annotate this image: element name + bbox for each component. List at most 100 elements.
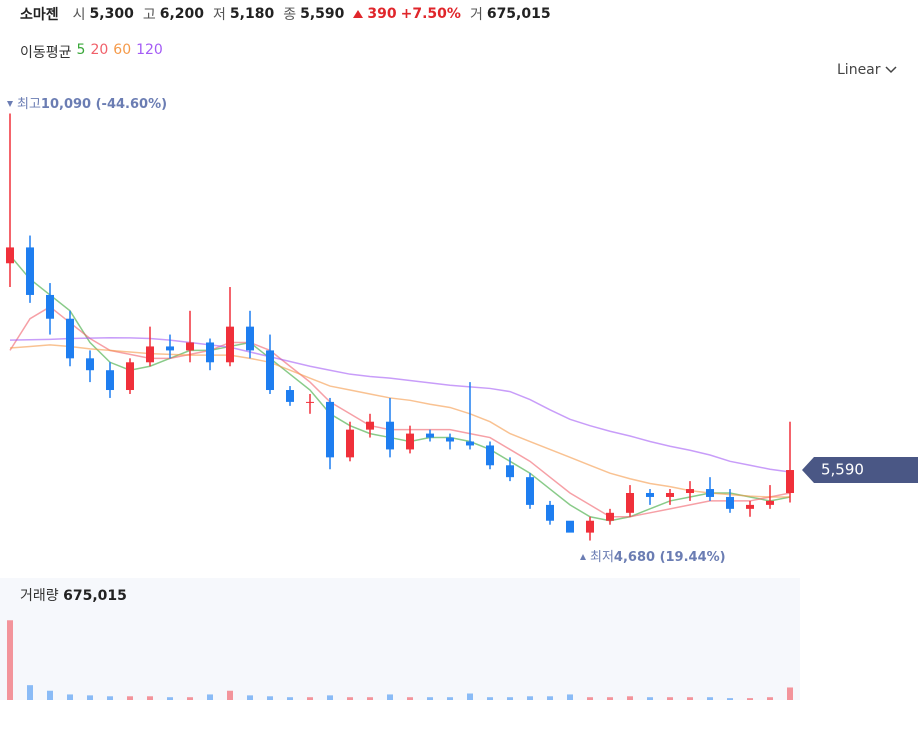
chevron — [885, 66, 897, 74]
ma-line — [9, 336, 791, 473]
volume-bar — [367, 697, 373, 700]
ma-legend-item: 5 — [76, 42, 86, 58]
candle-body — [626, 493, 634, 513]
volume-bar — [507, 697, 513, 700]
volume-bar — [487, 697, 493, 700]
high-value: 10,090 (-44.60%) — [41, 97, 167, 112]
volume-bar — [547, 696, 553, 700]
high-annotation: 최고10,090 (-44.60%) — [17, 97, 167, 112]
volume-bar — [667, 697, 673, 700]
candle-body — [186, 342, 194, 351]
candle-body — [366, 421, 374, 430]
candle-body — [686, 489, 694, 494]
volume-bar — [527, 696, 533, 700]
volume-panel — [0, 578, 800, 700]
candle-body — [446, 437, 454, 442]
scale-mode[interactable]: Linear — [837, 62, 897, 78]
volume-bar — [327, 695, 333, 700]
candle-body — [6, 247, 14, 264]
candle-body — [326, 401, 334, 458]
candle-body — [646, 493, 654, 497]
candle-body — [306, 401, 314, 403]
candle-body — [606, 512, 614, 521]
candle-body — [426, 433, 434, 438]
ma-legend-item: 20 — [90, 42, 109, 58]
volume-bar — [107, 696, 113, 700]
change-pct: +7.50% — [400, 6, 461, 22]
candle-body — [146, 346, 154, 363]
volume-bar — [707, 697, 713, 700]
volume-bar — [747, 698, 753, 700]
candle-body — [206, 342, 214, 363]
candle-body — [526, 477, 534, 505]
volume-bar — [87, 695, 93, 700]
volume-value: 675,015 — [486, 6, 551, 22]
candle-body — [466, 441, 474, 446]
candle-body — [86, 358, 94, 371]
candle-body — [786, 470, 794, 494]
volume-bar — [387, 694, 393, 700]
candle-body — [586, 520, 594, 533]
volume-title: 거래량 675,015 — [20, 588, 127, 604]
candle-body — [346, 429, 354, 458]
low-arrow — [580, 554, 586, 560]
candle-body — [26, 247, 34, 295]
ma-line — [9, 254, 791, 522]
volume-bar — [27, 685, 33, 700]
candle-body — [706, 489, 714, 497]
low-value: 5,180 — [229, 6, 275, 22]
low-value: 4,680 (19.44%) — [614, 550, 726, 565]
high-value: 6,200 — [159, 6, 205, 22]
volume-bar — [127, 696, 133, 700]
candle-body — [66, 318, 74, 359]
close-value: 5,590 — [300, 6, 345, 22]
volume-bar — [7, 620, 13, 700]
header: 소마젠 시 5,300 고 6,200 저 5,180 종 5,590 390 +7.5… — [20, 4, 556, 24]
low-label: 최저 — [590, 550, 614, 565]
candle-body — [226, 326, 234, 363]
volume-bar — [247, 695, 253, 700]
ma-legend: 이동평균 5 20 60 120 — [20, 42, 163, 62]
volume-bar — [587, 697, 593, 700]
candle-body — [506, 465, 514, 478]
volume-bar — [47, 690, 53, 700]
high-label: 최고 — [17, 97, 41, 112]
volume-bar — [687, 697, 693, 700]
candle-body — [266, 350, 274, 391]
volume-bar — [787, 687, 793, 700]
candle-body — [106, 370, 114, 391]
volume-bar — [287, 697, 293, 700]
ma-legend-item: 120 — [136, 42, 163, 58]
candle-body — [246, 326, 254, 351]
volume-bar — [307, 697, 313, 700]
low-label: 저 — [213, 7, 226, 23]
scale-mode-label: Linear — [837, 62, 881, 78]
candle-body — [166, 346, 174, 351]
close-label: 종 — [283, 7, 297, 23]
change: 390 — [367, 6, 397, 22]
open-label: 시 — [72, 7, 86, 23]
volume-title-label: 거래량 — [20, 588, 59, 604]
volume-label: 거 — [469, 7, 483, 23]
volume-bar — [427, 697, 433, 700]
volume-bar — [347, 697, 353, 700]
volume-bar — [607, 697, 613, 700]
volume-bar — [167, 697, 173, 700]
candle-body — [126, 362, 134, 391]
ma-legend-item: 60 — [113, 42, 132, 58]
candle-body — [666, 493, 674, 497]
candle-body — [546, 504, 554, 521]
candle-body — [726, 496, 734, 509]
volume-bar — [267, 696, 273, 700]
volume-bar — [67, 694, 73, 700]
candle-body — [406, 433, 414, 450]
volume-bar — [567, 694, 573, 700]
volume-bar — [447, 697, 453, 700]
up-arrow — [353, 10, 364, 18]
volume-bar — [407, 697, 413, 700]
high-arrow — [7, 101, 13, 107]
candle-body — [486, 445, 494, 466]
volume-bar — [147, 696, 153, 700]
